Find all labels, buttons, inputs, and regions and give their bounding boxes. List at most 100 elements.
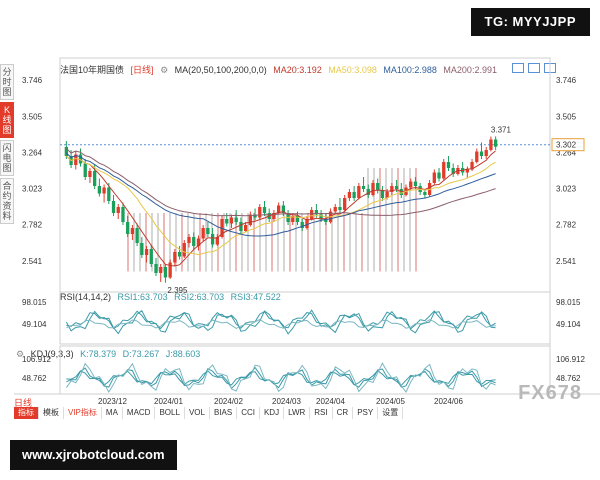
- candle-body: [74, 154, 78, 165]
- rsi-tick-1: 98.015: [22, 298, 47, 307]
- y-tick-left: 3.746: [22, 76, 43, 85]
- candle-body: [102, 187, 106, 194]
- candle-body: [93, 171, 97, 186]
- candle-body: [437, 172, 441, 179]
- toolbar-item-2[interactable]: VIP指标: [64, 407, 102, 419]
- toolbar-item-14[interactable]: 设置: [378, 407, 404, 419]
- sidebar-tab-3[interactable]: 合约资料: [0, 178, 14, 224]
- kdj-tick-r2: 48.762: [556, 374, 581, 383]
- price-chart[interactable]: 3.746 3.746 3.505 3.505 3.264 3.264 3.023 3.023…: [0, 0, 600, 420]
- toolbar-item-13[interactable]: PSY: [353, 407, 379, 419]
- current-price-box: [551, 138, 585, 152]
- ma100-line: [66, 152, 496, 237]
- candle-body: [451, 168, 455, 174]
- chart-frame: [0, 56, 600, 420]
- rsi3-value: RSI3:47.522: [230, 292, 281, 302]
- ma20-line: [66, 150, 496, 267]
- candle-body: [366, 189, 370, 195]
- x-tick-label: 2024/02: [214, 397, 243, 406]
- candle-body: [376, 183, 380, 191]
- candle-body: [347, 192, 352, 198]
- candle-body: [215, 237, 219, 245]
- candle-body: [234, 217, 238, 222]
- toolbar-item-9[interactable]: KDJ: [260, 407, 285, 419]
- candle-body: [78, 154, 83, 164]
- toolbar-item-3[interactable]: MA: [102, 407, 123, 419]
- x-tick-label: 2024/05: [376, 397, 405, 406]
- y-tick-left: 3.505: [22, 112, 43, 121]
- toolbar-item-6[interactable]: VOL: [185, 407, 210, 419]
- rsi-legend: RSI(14,14,2) RSI1:63.703 RSI2:63.703 RSI…: [60, 292, 285, 302]
- candle-body: [116, 207, 120, 213]
- candle-body: [111, 201, 116, 213]
- settings-icon[interactable]: ⚙: [160, 65, 169, 75]
- candle-body: [144, 249, 149, 255]
- candle-body: [258, 207, 262, 218]
- candle-body: [493, 139, 498, 147]
- instrument-title: 法国10年期国债: [60, 65, 125, 75]
- sidebar-tab-2[interactable]: 闪电图: [0, 140, 14, 176]
- candle-body: [64, 147, 69, 156]
- telegram-watermark: TG: MYYJJPP: [470, 8, 590, 36]
- candle-body: [380, 190, 385, 198]
- toolbar-item-4[interactable]: MACD: [123, 407, 156, 419]
- toolbar-item-1[interactable]: 模板: [39, 407, 64, 419]
- period-label: [日线]: [130, 65, 154, 75]
- candle-body: [484, 150, 488, 156]
- rsi2-line: [66, 310, 496, 330]
- rsi-tick-r2: 49.104: [556, 320, 581, 329]
- candle-body: [333, 207, 337, 212]
- d-line: [66, 369, 496, 386]
- j-line: [65, 362, 496, 393]
- candle-body: [281, 205, 286, 213]
- y-tick-right: 2.541: [556, 257, 577, 266]
- x-tick-label: 2023/12: [98, 397, 127, 406]
- candle-body: [201, 228, 205, 239]
- rsi1-value: RSI1:63.703: [117, 292, 168, 302]
- candle-body: [243, 225, 248, 231]
- ma50-line: [66, 155, 496, 256]
- candle-body: [121, 207, 125, 222]
- candle-body: [475, 151, 479, 162]
- zoom-in-icon[interactable]: [512, 63, 524, 73]
- candle-body: [83, 163, 87, 177]
- candle-body: [192, 237, 196, 246]
- candle-body: [314, 210, 319, 215]
- candle-body: [272, 213, 276, 219]
- candle-body: [446, 162, 451, 168]
- toolbar-item-0[interactable]: 指标: [14, 407, 39, 419]
- candle-body: [248, 214, 252, 225]
- candle-body: [182, 243, 186, 257]
- candle-body: [357, 186, 361, 198]
- toolbar-item-5[interactable]: BOLL: [155, 407, 185, 419]
- candle-body: [479, 151, 484, 156]
- y-tick-right: 3.264: [556, 148, 577, 157]
- rsi-tick-r1: 98.015: [556, 298, 581, 307]
- y-tick-right: 3.023: [556, 185, 577, 194]
- candle-body: [229, 217, 234, 224]
- kdj-name: KDJ(9,3,3): [30, 349, 74, 359]
- candle-body: [465, 169, 469, 173]
- toolbar-item-12[interactable]: CR: [333, 407, 354, 419]
- candle-body: [107, 187, 111, 201]
- y-tick-left: 2.782: [22, 221, 43, 230]
- toolbar-item-8[interactable]: CCI: [237, 407, 260, 419]
- y-tick-right: 2.782: [556, 221, 577, 230]
- candle-body: [159, 267, 163, 273]
- toolbar-item-10[interactable]: LWR: [284, 407, 311, 419]
- y-tick-left: 3.023: [22, 185, 43, 194]
- high-label: 3.371: [491, 125, 512, 134]
- candle-body: [239, 222, 243, 231]
- rsi2-value: RSI2:63.703: [174, 292, 225, 302]
- candle-body: [291, 216, 295, 222]
- period-tab[interactable]: 日线: [14, 398, 33, 408]
- sidebar-tab-0[interactable]: 分时图: [0, 64, 14, 100]
- candle-body: [88, 171, 92, 177]
- rsi3-line: [66, 318, 496, 329]
- candle-body: [305, 219, 309, 228]
- toolbar-item-7[interactable]: BIAS: [210, 407, 238, 419]
- toolbar-item-11[interactable]: RSI: [310, 407, 333, 419]
- kdj-settings-icon[interactable]: ⚙: [16, 349, 25, 359]
- zoom-out-icon[interactable]: [528, 63, 540, 73]
